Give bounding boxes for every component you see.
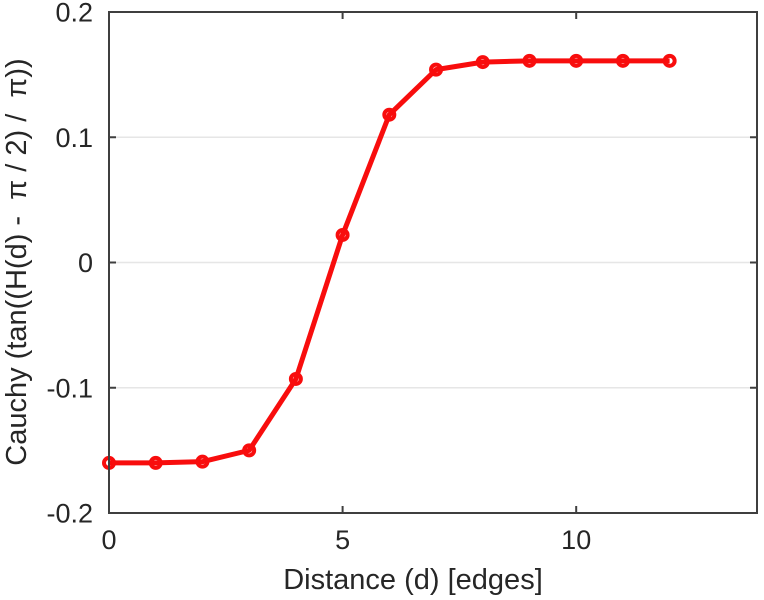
data-point-d10 bbox=[569, 53, 584, 68]
data-point-d5 bbox=[335, 227, 350, 242]
x-tick-label-2: 10 bbox=[561, 525, 591, 555]
y-tick-label-1: -0.1 bbox=[46, 373, 93, 403]
data-point-d6 bbox=[382, 107, 397, 122]
y-tick-label-4: 0.2 bbox=[55, 0, 93, 28]
data-line-cauchy bbox=[109, 58, 670, 466]
y-axis-label: Cauchy (tan((H(d) - π / 2) / π)) bbox=[1, 58, 33, 465]
data-layer bbox=[102, 53, 677, 470]
y-tick-label-3: 0.1 bbox=[55, 123, 93, 153]
y-tick-label-2: 0 bbox=[78, 248, 93, 278]
x-tick-label-0: 0 bbox=[101, 525, 116, 555]
y-tick-label-0: -0.2 bbox=[46, 499, 93, 529]
data-point-d8 bbox=[475, 55, 490, 70]
data-point-d3 bbox=[242, 443, 257, 458]
data-point-d7 bbox=[429, 62, 444, 77]
data-point-d9 bbox=[522, 53, 537, 68]
data-point-d4 bbox=[288, 371, 303, 386]
axes-layer bbox=[108, 11, 758, 514]
data-point-d2 bbox=[195, 454, 210, 469]
x-axis-label: Distance (d) [edges] bbox=[283, 564, 543, 596]
data-point-d1 bbox=[148, 455, 163, 470]
data-point-d12 bbox=[662, 53, 677, 68]
data-point-d11 bbox=[615, 53, 630, 68]
gridline-layer bbox=[109, 11, 757, 514]
x-tick-label-1: 5 bbox=[335, 525, 350, 555]
tick-label-layer: 0 5 10 -0.2 -0.1 0 0.1 0.2 bbox=[46, 0, 591, 555]
